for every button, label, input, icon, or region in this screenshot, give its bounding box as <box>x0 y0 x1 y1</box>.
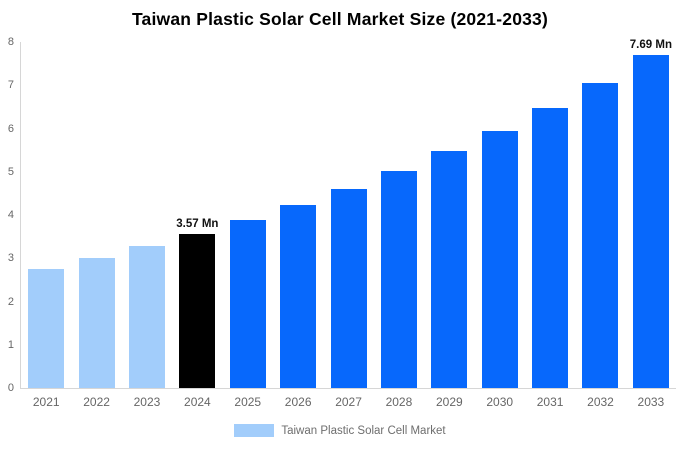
x-axis-label-2023: 2023 <box>133 395 161 409</box>
bar-slot-2032 <box>575 42 625 388</box>
bar-2021 <box>28 268 65 388</box>
bar-2029 <box>431 151 468 388</box>
bar-value-label-2024: 3.57 Mn <box>176 217 219 230</box>
bar-2030 <box>481 130 518 388</box>
x-axis-label-2030: 2030 <box>486 395 514 409</box>
bar-slot-2025 <box>223 42 273 388</box>
bar-2033 <box>632 55 669 388</box>
legend-item[interactable]: Taiwan Plastic Solar Cell Market <box>0 424 680 437</box>
y-axis-tick-label-8: 8 <box>7 36 14 48</box>
x-axis-label-2031: 2031 <box>536 395 564 409</box>
y-axis-tick-label-7: 7 <box>7 79 14 92</box>
bar-2026 <box>280 205 317 388</box>
x-axis-label-2033: 2033 <box>637 395 665 409</box>
x-axis-label-2026: 2026 <box>284 395 312 409</box>
bar-slot-2023 <box>122 42 172 388</box>
bar-slot-2027 <box>323 42 373 388</box>
x-axis-label-2029: 2029 <box>435 395 463 409</box>
x-axis-label-2032: 2032 <box>587 395 614 409</box>
bar-slot-2031 <box>525 42 575 388</box>
bar-2032 <box>582 82 619 388</box>
bar-2022 <box>78 257 115 388</box>
bar-2028 <box>380 170 417 388</box>
legend-label: Taiwan Plastic Solar Cell Market <box>281 424 446 437</box>
y-axis-tick-label-6: 6 <box>7 122 14 135</box>
bar-slot-2026 <box>273 42 323 388</box>
bar-slot-2022 <box>71 42 121 388</box>
bar-slot-2024: 3.57 Mn <box>172 42 222 388</box>
bar-2027 <box>330 188 367 388</box>
x-axis-label-2027: 2027 <box>335 395 362 409</box>
y-axis-tick-label-1: 1 <box>7 338 14 351</box>
x-axis-label-2022: 2022 <box>83 395 110 409</box>
bar-2024 <box>179 233 216 388</box>
bar-slot-2029 <box>424 42 474 388</box>
y-axis-tick-label-5: 5 <box>7 165 14 178</box>
x-axis-labels: 2021 2022 2023 2024 2025 2026 2027 2028 2029 2030… <box>21 395 676 409</box>
y-axis-line <box>20 42 21 389</box>
x-axis-label-2024: 2024 <box>184 395 211 409</box>
bar-2025 <box>229 219 266 388</box>
bar-slot-2021 <box>21 42 71 388</box>
y-axis-tick-label-3: 3 <box>7 252 14 265</box>
x-axis-line <box>20 388 676 389</box>
legend-swatch-icon <box>234 424 275 437</box>
plot-area: 3.57 Mn 7.69 Mn <box>21 39 676 388</box>
x-axis-label-2021: 2021 <box>32 395 60 409</box>
y-axis-tick-label-0: 0 <box>7 382 14 394</box>
bar-2023 <box>128 246 165 388</box>
bar-value-label-2033: 7.69 Mn <box>629 39 672 52</box>
y-axis-tick-label-2: 2 <box>7 295 14 308</box>
bar-slot-2033: 7.69 Mn <box>626 39 676 388</box>
x-axis-label-2025: 2025 <box>234 395 262 409</box>
bar-slot-2030 <box>475 42 525 388</box>
bar-2031 <box>532 107 569 388</box>
x-axis-label-2028: 2028 <box>385 395 413 409</box>
y-axis-tick-label-4: 4 <box>7 209 14 221</box>
bar-slot-2028 <box>374 42 424 388</box>
chart-title: Taiwan Plastic Solar Cell Market Size (2… <box>131 9 549 29</box>
